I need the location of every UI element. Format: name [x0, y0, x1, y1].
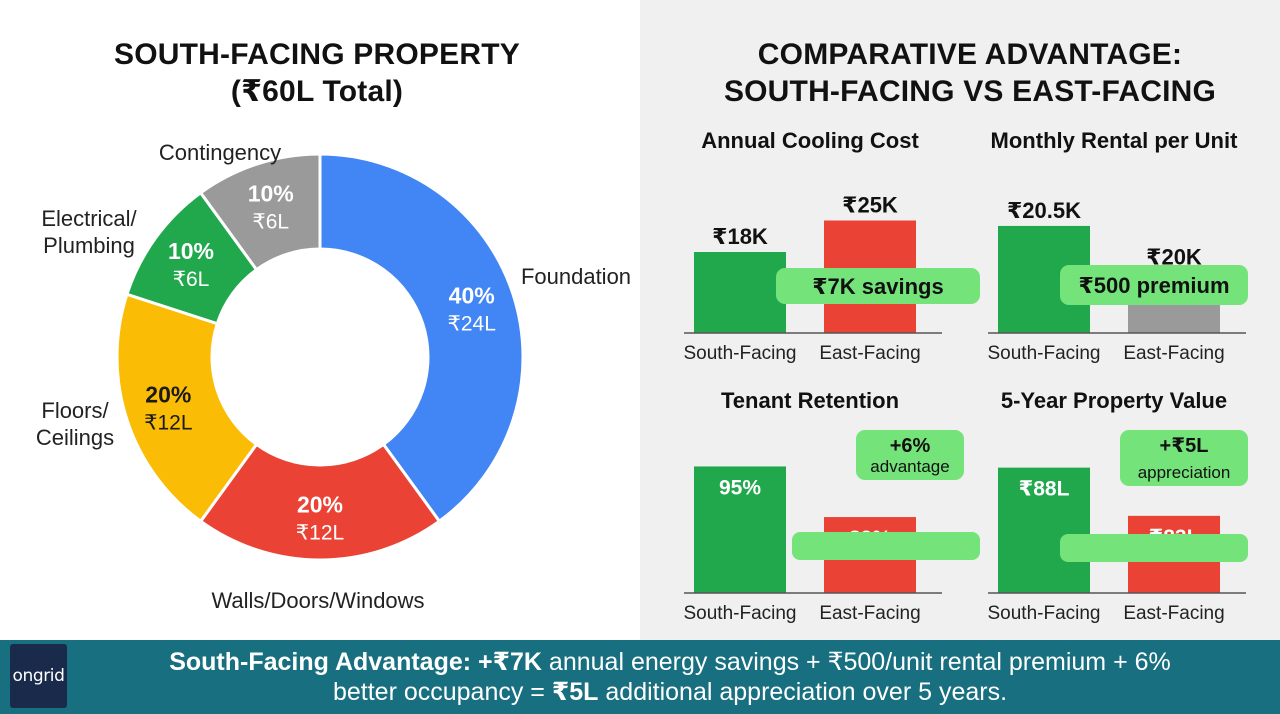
right-panel: COMPARATIVE ADVANTAGE: SOUTH-FACING VS E…	[640, 0, 1280, 640]
bar-south-facing	[694, 252, 786, 333]
mini-chart-title: Monthly Rental per Unit	[991, 128, 1239, 153]
donut-percent-label: 10%	[248, 180, 294, 206]
bar-value-label: ₹88L	[1019, 478, 1070, 501]
donut-amount-label: ₹6L	[173, 268, 210, 291]
mini-chart-svg: Monthly Rental per Unit ₹20.5K South-Facin…	[987, 128, 1248, 364]
footer-line2-bold: ₹5L	[551, 678, 599, 706]
segment-label-electrical-plumbing: Electrical/Plumbing	[41, 206, 137, 258]
callout-pill	[1060, 265, 1248, 305]
donut-slice-foundation	[318, 152, 525, 524]
category-label: East-Facing	[1123, 343, 1224, 364]
callout-headline: +6%	[890, 435, 931, 457]
mini-chart-title: Tenant Retention	[721, 388, 899, 413]
tenant-retention-chart: Tenant Retention95%South-Facing89%East-F…	[680, 378, 980, 628]
donut-slice-contingency	[198, 152, 322, 272]
comparison-title-line2: SOUTH-FACING VS EAST-FACING	[723, 75, 1217, 108]
footer-line1-rest: annual energy savings + ₹500/unit rental…	[541, 648, 1171, 676]
rental-chart: Monthly Rental per Unit ₹20.5K South-Facin…	[984, 118, 1274, 368]
callout-text: ₹500 premium	[1078, 273, 1229, 298]
segment-label-floors-ceilings: Floors/Ceilings	[36, 398, 114, 450]
donut-percent-label: 40%	[449, 283, 495, 309]
category-label: East-Facing	[1123, 603, 1224, 624]
mini-chart-title: Annual Cooling Cost	[701, 128, 919, 153]
segment-label-contingency-line-1: Contingency	[159, 140, 281, 165]
callout-headline: +₹5L	[1160, 435, 1209, 457]
donut-chart-title: SOUTH-FACING PROPERTY (₹60L Total)	[0, 36, 634, 110]
property-value-chart: 5-Year Property Value₹88LSouth-Facing₹83…	[984, 378, 1274, 628]
category-label: South-Facing	[683, 343, 796, 364]
donut-title-line1: SOUTH-FACING PROPERTY	[114, 38, 520, 71]
donut-percent-label: 20%	[297, 492, 343, 518]
callout-band	[792, 532, 980, 560]
footer-line-1: South-Facing Advantage: +₹7K annual ener…	[70, 647, 1270, 677]
footer-line2-a: better occupancy =	[332, 678, 552, 706]
footer-line-2: better occupancy = ₹5L additional apprec…	[70, 677, 1270, 707]
callout-pill	[776, 268, 980, 304]
bar-south-facing	[694, 466, 786, 593]
segment-label-foundation: Foundation	[521, 264, 631, 289]
donut-amount-label: ₹6L	[252, 210, 289, 233]
callout-band	[1060, 534, 1248, 562]
ongrid-logo: ongrid	[10, 644, 67, 708]
category-label: East-Facing	[819, 603, 920, 624]
bar-value-label: ₹18K	[712, 224, 768, 249]
donut-title-line2: (₹60L Total)	[230, 75, 404, 108]
callout-pill	[856, 430, 964, 480]
segment-label-walls-doors-windows-line-1: Walls/Doors/Windows	[211, 588, 424, 613]
category-label: South-Facing	[987, 603, 1100, 624]
bar-value-label: ₹20.5K	[1007, 198, 1081, 223]
segment-label-foundation-line-1: Foundation	[521, 264, 631, 289]
callout-subtext: advantage	[870, 457, 949, 476]
category-label: South-Facing	[987, 343, 1100, 364]
footer-banner: ongrid South-Facing Advantage: +₹7K annu…	[0, 640, 1280, 714]
donut-percent-label: 20%	[145, 381, 191, 407]
segment-label-electrical-plumbing-line-2: Plumbing	[43, 233, 135, 258]
comparison-title: COMPARATIVE ADVANTAGE: SOUTH-FACING VS E…	[640, 36, 1280, 110]
donut-slice-walls-doors-windows	[198, 442, 442, 562]
comparison-title-line1: COMPARATIVE ADVANTAGE:	[757, 38, 1183, 71]
donut-amount-label: ₹12L	[296, 522, 344, 545]
callout-subtext: appreciation	[1138, 463, 1231, 482]
bar-value-label: 95%	[719, 476, 761, 499]
donut-amount-label: ₹24L	[447, 313, 495, 336]
segment-label-floors-ceilings-line-1: Floors/	[41, 398, 109, 423]
logo-text: ongrid	[12, 666, 65, 686]
mini-chart-svg: 5-Year Property Value₹88LSouth-Facing₹83…	[987, 388, 1248, 624]
category-label: South-Facing	[683, 603, 796, 624]
bar-value-label: ₹25K	[842, 193, 898, 218]
donut-slice-floors-ceilings	[115, 292, 259, 524]
mini-chart-title: 5-Year Property Value	[1001, 388, 1227, 413]
cooling-cost-chart: Annual Cooling Cost ₹18K South-Facing ₹25K E…	[680, 118, 980, 368]
segment-label-walls-doors-windows: Walls/Doors/Windows	[211, 588, 424, 613]
footer-line1-bold: South-Facing Advantage: +₹7K	[169, 648, 542, 676]
category-label: East-Facing	[819, 343, 920, 364]
bar-south-facing	[998, 467, 1090, 593]
left-panel: SOUTH-FACING PROPERTY (₹60L Total) 40% ₹2…	[0, 0, 640, 640]
segment-label-contingency: Contingency	[159, 140, 281, 165]
segment-label-electrical-plumbing-line-1: Electrical/	[41, 206, 137, 231]
mini-chart-svg: Annual Cooling Cost ₹18K South-Facing ₹25K E…	[683, 128, 980, 364]
callout-pill	[1120, 430, 1248, 486]
segment-label-floors-ceilings-line-2: Ceilings	[36, 425, 114, 450]
mini-chart-svg: Tenant Retention95%South-Facing89%East-F…	[683, 388, 980, 624]
footer-line2-rest: additional appreciation over 5 years.	[598, 678, 1008, 706]
donut-amount-label: ₹12L	[144, 411, 192, 434]
callout-text: ₹7K savings	[812, 274, 943, 299]
donut-chart: 40% ₹24L Foundation 20% ₹12L Walls/Doors/Wind…	[36, 140, 631, 613]
footer-summary: South-Facing Advantage: +₹7K annual ener…	[70, 647, 1270, 707]
donut-percent-label: 10%	[168, 238, 214, 264]
